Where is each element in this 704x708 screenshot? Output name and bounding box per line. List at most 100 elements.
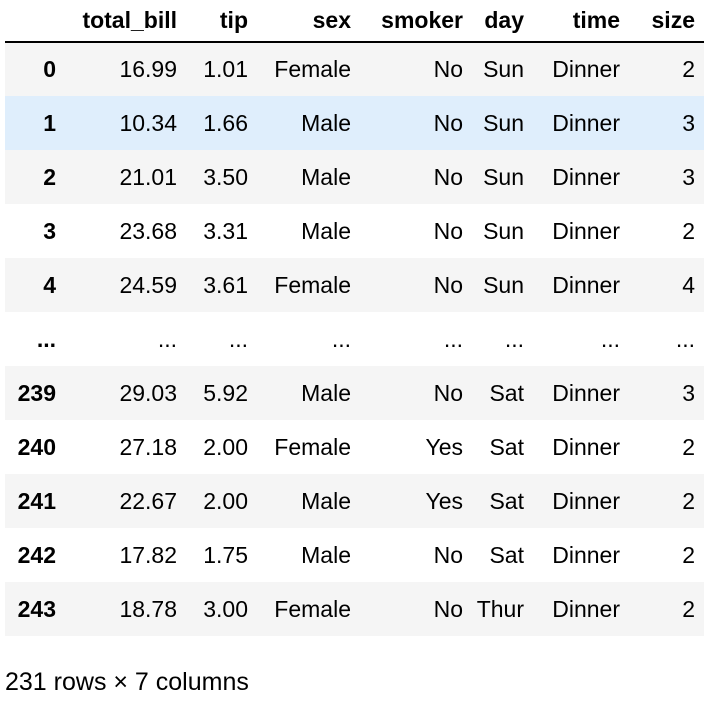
cell-size: 3 <box>682 109 695 136</box>
cell-time: Dinner <box>552 487 620 514</box>
cell-tip: 3.00 <box>203 595 248 622</box>
row-index: 2 <box>43 163 56 190</box>
cell-smoker: No <box>433 109 463 136</box>
table-body: 0 16.99 1.01 Female No Sun Dinner 2 1 10.34 1.66 Ma… <box>5 42 704 636</box>
table-row: ........................ <box>5 312 704 366</box>
cell-smoker: No <box>433 56 463 82</box>
cell-time: Dinner <box>552 379 620 406</box>
cell-smoker: Yes <box>425 433 463 460</box>
cell-sex: Female <box>274 595 351 622</box>
cell-day: Sun <box>483 56 524 82</box>
cell-size: 2 <box>682 56 695 82</box>
cell-smoker: No <box>433 595 463 622</box>
cell-day: Sat <box>489 379 524 406</box>
cell-tip: ... <box>228 325 248 352</box>
cell-tip: 2.00 <box>203 433 248 460</box>
row-index: 240 <box>17 433 56 460</box>
cell-total-bill: ... <box>157 325 177 352</box>
cell-tip: 1.66 <box>203 109 248 136</box>
cell-sex: ... <box>331 325 351 352</box>
cell-total-bill: 17.82 <box>119 541 177 568</box>
column-header-day: day <box>472 0 533 43</box>
cell-day: Sun <box>483 217 524 244</box>
cell-size: 2 <box>682 217 695 244</box>
table-row: 240 27.18 2.00 Female Yes Sat Dinner 2 <box>5 420 704 474</box>
cell-day: Sat <box>489 487 524 514</box>
column-header-smoker: smoker <box>360 0 472 43</box>
cell-size: 2 <box>682 433 695 460</box>
table-row: 4 24.59 3.61 Female No Sun Dinner 4 <box>5 258 704 312</box>
cell-tip: 3.50 <box>203 163 248 190</box>
column-header-size: size <box>629 0 704 43</box>
cell-sex: Male <box>301 487 351 514</box>
row-index: 3 <box>43 217 56 244</box>
cell-size: 3 <box>682 163 695 190</box>
cell-tip: 1.75 <box>203 541 248 568</box>
cell-total-bill: 23.68 <box>119 217 177 244</box>
row-index: 0 <box>43 56 56 82</box>
row-index: 242 <box>17 541 56 568</box>
cell-day: Sun <box>483 271 524 298</box>
cell-tip: 2.00 <box>203 487 248 514</box>
table-row: 242 17.82 1.75 Male No Sat Dinner 2 <box>5 528 704 582</box>
cell-size: 2 <box>682 541 695 568</box>
cell-time: Dinner <box>552 595 620 622</box>
cell-size: 3 <box>682 379 695 406</box>
cell-time: Dinner <box>552 433 620 460</box>
cell-smoker: No <box>433 541 463 568</box>
cell-smoker: ... <box>443 325 463 352</box>
cell-sex: Male <box>301 163 351 190</box>
cell-time: Dinner <box>552 217 620 244</box>
column-header-tip: tip <box>186 0 257 43</box>
row-index: ... <box>36 325 56 352</box>
cell-time: Dinner <box>552 56 620 82</box>
cell-time: Dinner <box>552 271 620 298</box>
cell-time: Dinner <box>552 541 620 568</box>
cell-tip: 5.92 <box>203 379 248 406</box>
cell-sex: Male <box>301 217 351 244</box>
cell-total-bill: 27.18 <box>119 433 177 460</box>
column-header-sex: sex <box>257 0 360 43</box>
cell-day: Sun <box>483 109 524 136</box>
cell-time: ... <box>600 325 620 352</box>
cell-smoker: No <box>433 379 463 406</box>
cell-total-bill: 29.03 <box>119 379 177 406</box>
row-index: 243 <box>17 595 56 622</box>
cell-smoker: No <box>433 271 463 298</box>
row-index: 239 <box>17 379 56 406</box>
cell-total-bill: 21.01 <box>119 163 177 190</box>
cell-size: 4 <box>682 271 695 298</box>
cell-smoker: No <box>433 217 463 244</box>
cell-sex: Male <box>301 541 351 568</box>
cell-size: 2 <box>682 595 695 622</box>
cell-size: 2 <box>682 487 695 514</box>
table-row: 239 29.03 5.92 Male No Sat Dinner 3 <box>5 366 704 420</box>
index-header <box>5 0 65 43</box>
cell-day: Sat <box>489 433 524 460</box>
cell-tip: 3.61 <box>203 271 248 298</box>
cell-sex: Female <box>274 433 351 460</box>
table-row: 0 16.99 1.01 Female No Sun Dinner 2 <box>5 42 704 96</box>
cell-time: Dinner <box>552 109 620 136</box>
cell-size: ... <box>675 325 695 352</box>
cell-day: Sun <box>483 163 524 190</box>
cell-time: Dinner <box>552 163 620 190</box>
row-index: 241 <box>17 487 56 514</box>
cell-tip: 3.31 <box>203 217 248 244</box>
column-header-time: time <box>533 0 629 43</box>
cell-day: Thur <box>476 595 524 622</box>
table-row: 243 18.78 3.00 Female No Thur Dinner 2 <box>5 582 704 636</box>
cell-sex: Female <box>274 271 351 298</box>
row-index: 4 <box>43 271 56 298</box>
header-row: total_bill tip sex smoker day time size <box>5 0 704 43</box>
cell-day: Sat <box>489 541 524 568</box>
table-row: 3 23.68 3.31 Male No Sun Dinner 2 <box>5 204 704 258</box>
dataframe-table: total_bill tip sex smoker day time size … <box>5 0 704 636</box>
cell-total-bill: 18.78 <box>119 595 177 622</box>
cell-total-bill: 24.59 <box>119 271 177 298</box>
row-index: 1 <box>43 109 56 136</box>
column-header-total-bill: total_bill <box>65 0 186 43</box>
cell-total-bill: 10.34 <box>119 109 177 136</box>
table-row: 2 21.01 3.50 Male No Sun Dinner 3 <box>5 150 704 204</box>
